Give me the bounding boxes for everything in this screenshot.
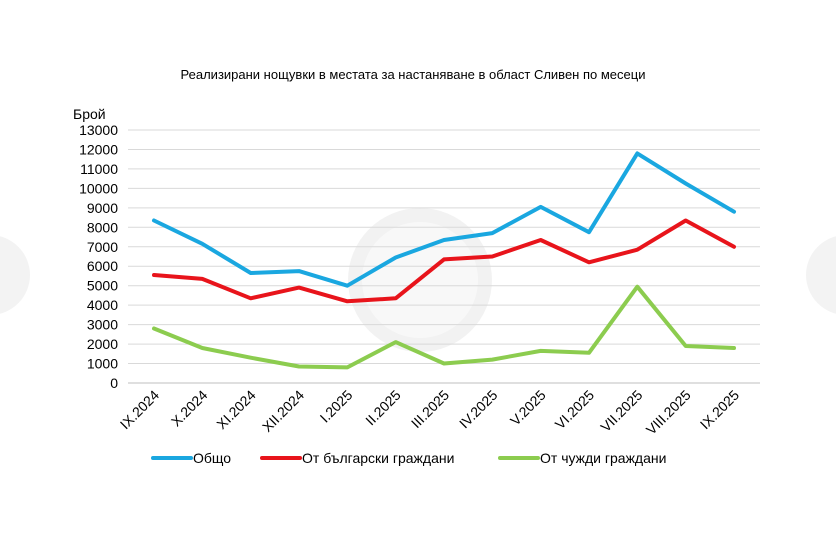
y-tick-label: 3000 [87,317,118,333]
x-tick-label: X.2024 [168,387,211,430]
x-tick-label: II.2025 [362,387,404,429]
chart-title: Реализирани нощувки в местата за настаня… [181,67,646,82]
y-tick-label: 0 [110,375,118,391]
y-tick-label: 11000 [80,161,118,177]
x-axis-ticks: IX.2024 X.2024 XI.2024 XII.2024 I.2025 II.202… [117,387,743,438]
y-tick-label: 10000 [79,180,118,196]
x-tick-label: VI.2025 [552,387,598,433]
y-tick-label: 4000 [87,297,118,313]
series-line-2 [152,218,736,304]
y-tick-label: 13000 [79,122,118,138]
y-tick-label: 8000 [87,219,118,235]
x-tick-label: XI.2024 [213,387,259,433]
gridlines [128,129,760,384]
legend-label: От български граждани [302,450,454,466]
y-tick-label: 6000 [87,258,118,274]
y-tick-label: 9000 [87,200,118,216]
x-tick-label: VIII.2025 [643,387,694,438]
y-tick-label: 7000 [87,239,118,255]
x-tick-label: VII.2025 [597,387,645,435]
y-tick-label: 5000 [87,278,118,294]
x-tick-label: IX.2024 [117,387,163,433]
y-axis-label: Брой [73,106,106,122]
y-tick-label: 2000 [87,336,118,352]
x-tick-label: I.2025 [317,387,356,426]
y-axis-ticks: 0 1000 2000 3000 4000 5000 6000 7000 8000 9000 100… [79,122,118,391]
x-tick-label: IX.2025 [697,387,743,433]
legend-label: Общо [193,450,231,466]
x-tick-label: V.2025 [507,387,549,429]
x-tick-label: IV.2025 [456,387,501,432]
series-line-1 [152,151,736,288]
series-line-3 [152,284,736,370]
legend: Общо От български граждани От чужди гражда… [151,450,666,466]
x-tick-label: III.2025 [408,387,452,431]
x-tick-label: XII.2024 [259,387,307,435]
y-tick-label: 12000 [79,141,118,157]
legend-label: От чужди граждани [540,450,666,466]
series-lines [152,151,736,370]
y-tick-label: 1000 [87,356,118,372]
